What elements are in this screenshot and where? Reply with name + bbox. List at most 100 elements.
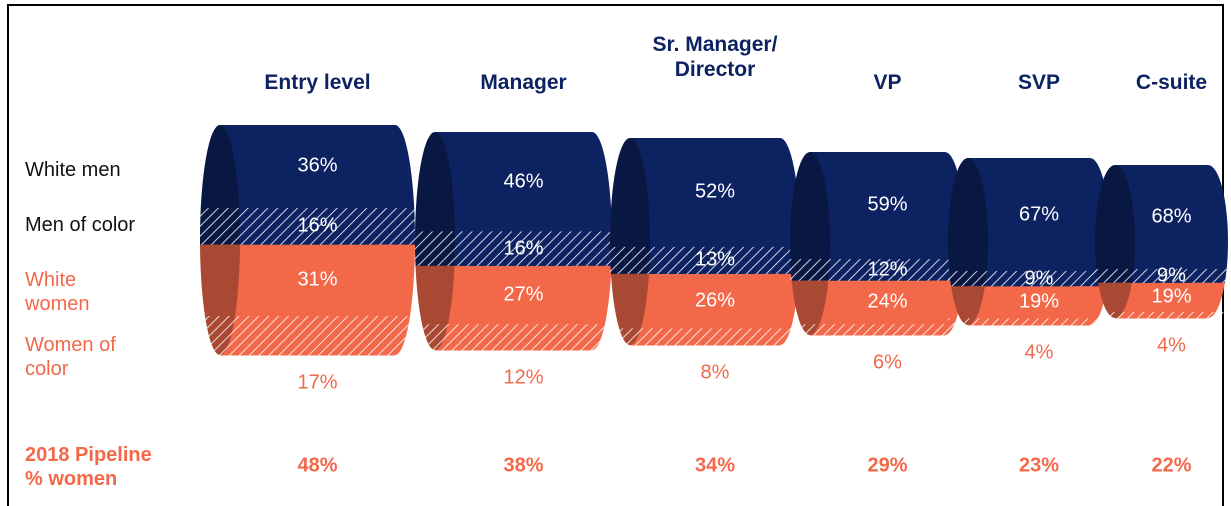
value-label: 52% xyxy=(694,180,736,203)
value-label: 12% xyxy=(503,366,544,389)
segment xyxy=(200,315,415,356)
segment-bar xyxy=(630,273,780,329)
pipeline-value: 34% xyxy=(694,454,736,477)
value-label: 8% xyxy=(700,361,730,384)
segment-bar xyxy=(220,244,395,317)
segment xyxy=(415,265,612,325)
value-label: 13% xyxy=(694,248,736,271)
pipeline-value: 38% xyxy=(503,454,544,477)
value-label: 24% xyxy=(867,290,908,313)
value-label: 36% xyxy=(297,154,338,177)
segment xyxy=(610,246,800,275)
segment-face-shade xyxy=(611,273,649,329)
hatch xyxy=(200,315,415,356)
segment-bar xyxy=(435,265,592,325)
segment-bar xyxy=(968,286,1090,319)
segment-face-shade xyxy=(415,265,455,325)
segment-face-shade xyxy=(948,158,988,272)
hatch xyxy=(415,231,612,267)
segment-face xyxy=(611,273,649,329)
column-header: VP xyxy=(873,71,902,94)
pipeline-value: 22% xyxy=(1151,454,1192,477)
column-header: C-suite xyxy=(1135,71,1208,94)
segment-bar xyxy=(810,152,945,260)
segment-bar xyxy=(810,280,945,325)
value-label: 6% xyxy=(873,351,902,374)
segment xyxy=(951,286,1107,319)
segment-bar xyxy=(220,125,395,209)
value-label: 26% xyxy=(694,289,736,312)
value-label: 19% xyxy=(1151,285,1192,308)
column-header: Entry level xyxy=(264,71,371,94)
segment xyxy=(415,132,612,232)
value-label: 27% xyxy=(503,283,544,306)
segment xyxy=(948,318,1110,326)
segment-face-shade xyxy=(415,132,455,232)
segment-bar xyxy=(435,132,592,232)
value-label: 9% xyxy=(1024,267,1054,290)
segment-face xyxy=(415,265,455,325)
segment-face xyxy=(791,280,829,325)
segment-face-shade xyxy=(1098,282,1132,313)
row-label: Men of color xyxy=(25,214,136,236)
hatch xyxy=(790,258,965,282)
segment-face-shade xyxy=(1095,165,1135,270)
value-label: 4% xyxy=(1024,341,1054,364)
pipeline-value: 23% xyxy=(1018,454,1060,477)
segment-face-shade xyxy=(951,286,985,319)
hatch xyxy=(610,246,800,275)
segment xyxy=(610,138,800,248)
value-label: 16% xyxy=(297,214,338,237)
segment xyxy=(791,280,964,325)
hatch xyxy=(1095,311,1228,319)
hatch xyxy=(1095,269,1228,284)
segment-face xyxy=(1098,282,1132,313)
value-label: 67% xyxy=(1018,203,1060,225)
segment-face xyxy=(610,138,650,248)
segment-face-shade xyxy=(610,138,650,248)
row-label: White men xyxy=(25,159,121,181)
segment-face-shade xyxy=(200,125,240,209)
segment xyxy=(200,207,415,246)
segment xyxy=(415,324,612,351)
value-label: 19% xyxy=(1018,290,1060,313)
value-label: 59% xyxy=(867,193,908,216)
pipeline-value: 29% xyxy=(867,454,908,477)
segment xyxy=(610,328,800,346)
segment-face-shade xyxy=(790,152,830,260)
segment xyxy=(1095,311,1228,319)
value-label: 12% xyxy=(867,258,908,281)
row-label: Women of color xyxy=(25,334,116,380)
segment xyxy=(790,324,965,336)
pipeline-value: 48% xyxy=(297,454,338,477)
segment-bar xyxy=(968,158,1090,272)
segment xyxy=(1098,282,1225,313)
segment xyxy=(415,231,612,267)
value-label: 17% xyxy=(297,371,338,394)
segment xyxy=(790,152,965,260)
value-label: 68% xyxy=(1151,205,1192,228)
value-label: 16% xyxy=(503,237,544,260)
value-label: 31% xyxy=(297,268,338,291)
column-header: SVP xyxy=(1017,71,1061,94)
segment-bar xyxy=(630,138,780,248)
value-label: 46% xyxy=(503,170,544,193)
hatch xyxy=(415,324,612,351)
segment xyxy=(948,271,1110,287)
row-label: White women xyxy=(25,269,90,315)
segment xyxy=(948,158,1110,272)
segment xyxy=(1095,165,1228,270)
value-label: 9% xyxy=(1157,264,1186,287)
segment xyxy=(1095,269,1228,284)
column-header: Manager xyxy=(480,71,567,94)
segment-face-shade xyxy=(791,280,829,325)
segment-face-shade xyxy=(200,244,240,317)
segment-face xyxy=(948,158,988,272)
hatch xyxy=(790,324,965,336)
segment xyxy=(200,244,415,317)
value-label: 4% xyxy=(1157,334,1186,357)
segment xyxy=(200,125,415,209)
hatch xyxy=(948,271,1110,287)
